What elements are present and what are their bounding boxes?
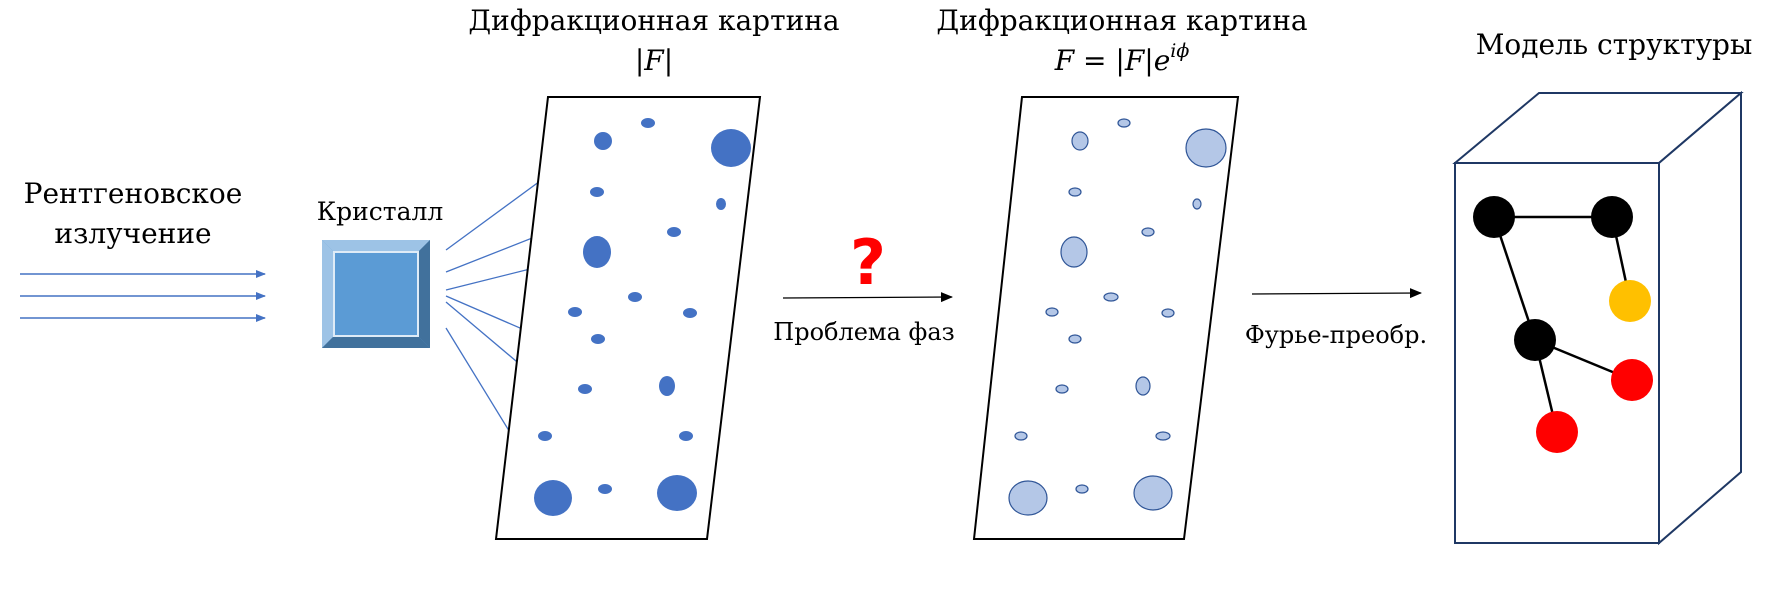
spot: [711, 129, 751, 167]
pattern1-title: Дифракционная картина: [468, 4, 839, 37]
spot: [1185, 128, 1227, 168]
spot: [583, 236, 611, 268]
spot: [1014, 431, 1028, 441]
crystal: Кристалл: [317, 197, 444, 348]
spot: [591, 334, 605, 344]
pattern1-spots: [534, 118, 751, 516]
spot: [1192, 198, 1202, 210]
spot: [667, 227, 681, 237]
spot: [578, 384, 592, 394]
xray-label-line1: Рентгеновское: [24, 177, 243, 210]
spot: [598, 484, 612, 494]
spot: [1055, 384, 1069, 394]
atom-black: [1514, 319, 1556, 361]
spot: [683, 308, 697, 318]
xray-section: Рентгеновское излучение: [20, 177, 266, 322]
spot: [1117, 118, 1131, 128]
pattern2-formula: F = |F|eiϕ: [1054, 40, 1190, 77]
spot: [568, 307, 582, 317]
spot: [1075, 484, 1089, 494]
spot: [1133, 475, 1173, 511]
pattern2-title: Дифракционная картина: [936, 4, 1307, 37]
phase-problem-step: ? Проблема фаз: [773, 226, 954, 346]
spot: [1068, 334, 1082, 344]
fourier-arrow: [1251, 288, 1422, 299]
spot: [1155, 431, 1171, 441]
pattern2-spots: [1008, 118, 1227, 516]
pattern2-formula-exponent: iϕ: [1170, 40, 1189, 62]
spot: [1068, 187, 1082, 197]
atom-yellow: [1609, 280, 1651, 322]
spot: [594, 132, 612, 150]
spot: [657, 475, 697, 511]
spot: [1141, 227, 1155, 237]
atom-black: [1473, 196, 1515, 238]
pattern1-formula: |F|: [635, 44, 673, 77]
spot: [1161, 308, 1175, 318]
bond: [1492, 216, 1537, 341]
spot: [1103, 292, 1119, 302]
spot: [534, 480, 572, 516]
crystal-bottom-bevel: [322, 336, 430, 348]
atom-red: [1611, 359, 1653, 401]
atom-red: [1536, 411, 1578, 453]
spot: [641, 118, 655, 128]
atom-black: [1591, 196, 1633, 238]
spot: [716, 198, 726, 210]
spot: [1071, 131, 1089, 151]
crystal-right-bevel: [418, 240, 430, 348]
crystal-top-bevel: [322, 240, 430, 252]
phase-problem-label: Проблема фаз: [773, 318, 954, 346]
spot: [1060, 236, 1088, 268]
spot: [538, 431, 552, 441]
box-side-face: [1658, 90, 1742, 546]
spot: [628, 292, 642, 302]
model-title: Модель структуры: [1476, 28, 1753, 61]
spot: [679, 431, 693, 441]
spot: [1045, 307, 1059, 317]
diffraction-pattern-amplitude: Дифракционная картина |F|: [468, 4, 840, 540]
xray-label-line2: излучение: [54, 217, 211, 250]
fourier-step: Фурье-преобр.: [1245, 288, 1427, 349]
pattern2-formula-base: F = |F|e: [1054, 44, 1171, 77]
spot: [590, 187, 604, 197]
fourier-label: Фурье-преобр.: [1245, 321, 1427, 349]
structure-model: Модель структуры: [1452, 28, 1753, 546]
crystal-face: [333, 251, 419, 337]
question-mark: ?: [850, 226, 886, 299]
spot: [1008, 480, 1048, 516]
crystal-label: Кристалл: [317, 197, 444, 226]
pattern2-frame: [972, 96, 1240, 540]
crystal-left-bevel: [322, 240, 334, 348]
pattern1-frame: [494, 96, 762, 540]
phase-problem-arrow: [782, 292, 953, 303]
spot: [659, 376, 675, 396]
spot: [1135, 376, 1151, 396]
diffraction-pattern-complex: Дифракционная картина F = |F|eiϕ: [936, 4, 1308, 540]
